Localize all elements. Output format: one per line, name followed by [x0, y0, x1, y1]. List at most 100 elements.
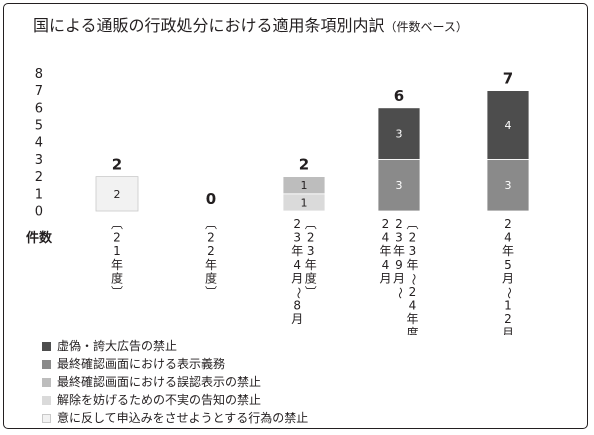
x-tick-label: 2: [113, 231, 121, 245]
legend-swatch: [42, 377, 51, 387]
y-tick-label: 6: [35, 101, 43, 116]
x-tick-label: 〜: [291, 287, 305, 299]
bar-segment-label: 4: [505, 119, 512, 132]
legend-item: 最終確認画面における表示義務: [42, 355, 308, 373]
x-tick-label: 年: [406, 258, 418, 272]
title-text: 国による通販の行政処分における適用条項別内訳: [33, 16, 385, 35]
x-tick-label: 4: [382, 231, 390, 245]
x-tick-label: 3: [293, 231, 301, 245]
bar-segment: [282, 176, 326, 195]
x-tick-label: 2: [504, 312, 512, 326]
legend-label: 解除を妨げるための不実の告知の禁止: [57, 393, 262, 407]
bar-total-label: 0: [206, 190, 216, 208]
legend-swatch: [42, 341, 51, 351]
legend-label: 最終確認画面における表示義務: [57, 357, 226, 371]
x-tick-label: 2: [382, 217, 390, 231]
x-tick-label: 月: [291, 271, 303, 285]
x-tick-label: 2: [504, 217, 512, 231]
legend-label: 意に反して申込みをさせようとする行為の禁止: [57, 411, 309, 425]
bar-segment-label: 1: [301, 196, 308, 209]
x-tick-label: 度: [305, 270, 317, 285]
legend-swatch: [42, 413, 51, 423]
bar-segment: [486, 90, 530, 160]
x-tick-label: 4: [382, 258, 390, 272]
y-tick-label: 8: [35, 67, 43, 82]
x-tick-label: 年: [379, 244, 391, 258]
bar-segment: [95, 176, 139, 212]
bar-segment-label: 3: [396, 128, 403, 141]
x-tick-label: ︹: [111, 217, 123, 231]
x-tick-label: 8: [293, 299, 301, 313]
x-tick-label: 年: [406, 312, 418, 326]
bar-segment-label: 2: [114, 188, 121, 201]
x-tick-label: 5: [504, 258, 512, 272]
bar-total-label: 2: [112, 156, 122, 174]
x-tick-label: ︺: [205, 285, 217, 299]
bar-segment-label: 1: [301, 179, 308, 192]
legend-item: 虚偽・誇大広告の禁止: [42, 337, 308, 355]
legend-item: 解除を妨げるための不実の告知の禁止: [42, 391, 308, 409]
x-tick-label: 2: [307, 231, 315, 245]
x-tick-label: 年: [502, 244, 514, 258]
x-tick-label: 2: [207, 231, 215, 245]
x-tick-label: 〜: [502, 287, 516, 299]
x-tick-label: ︺: [305, 285, 317, 299]
legend-label: 虚偽・誇大広告の禁止: [57, 339, 178, 353]
x-tick-label: 1: [504, 299, 512, 313]
x-tick-label: 2: [409, 231, 417, 245]
x-tick-label: 2: [207, 244, 215, 258]
bar-segment-label: 3: [505, 179, 512, 192]
x-tick-label: 3: [409, 244, 417, 258]
x-tick-label: 月: [502, 271, 514, 285]
bar-segment-label: 3: [396, 179, 403, 192]
x-tick-label: 年: [111, 258, 123, 272]
legend-item: 最終確認画面における誤認表示の禁止: [42, 373, 308, 391]
x-tick-label: ︹: [305, 217, 317, 231]
legend-item: 意に反して申込みをさせようとする行為の禁止: [42, 409, 308, 427]
bar-total-label: 7: [503, 70, 513, 88]
x-tick-label: 月: [379, 271, 391, 285]
x-tick-label: 月: [291, 312, 303, 326]
chart-frame: [3, 3, 588, 429]
y-tick-label: 2: [35, 170, 43, 185]
legend-swatch: [42, 395, 51, 405]
bar-total-label: 2: [299, 156, 309, 174]
x-tick-label: 4: [293, 258, 301, 272]
x-tick-label: 1: [113, 244, 121, 258]
y-tick-label: 4: [35, 136, 43, 151]
subtitle-text: （件数ベース）: [384, 20, 468, 34]
legend-label: 最終確認画面における誤認表示の禁止: [57, 375, 262, 389]
chart-title: 国による通販の行政処分における適用条項別内訳（件数ベース）: [33, 12, 468, 36]
y-axis-label: 件数: [26, 230, 53, 246]
x-tick-label: 3: [395, 231, 403, 245]
x-tick-label: 2: [395, 217, 403, 231]
x-tick-label: 3: [307, 244, 315, 258]
x-tick-label: 4: [504, 231, 512, 245]
x-tick-label: 度: [406, 325, 418, 335]
x-tick-label: 年: [305, 258, 317, 272]
y-tick-label: 1: [35, 187, 43, 202]
x-tick-label: ︺: [111, 285, 123, 299]
x-tick-label: 9: [395, 258, 403, 272]
x-tick-label: 〜: [407, 273, 421, 285]
x-tick-label: 度: [205, 270, 217, 285]
y-tick-label: 3: [35, 153, 43, 168]
y-tick-label: 7: [35, 84, 43, 99]
x-tick-label: 月: [393, 271, 405, 285]
bar-segment: [377, 107, 421, 160]
x-tick-label: 年: [205, 258, 217, 272]
legend: 虚偽・誇大広告の禁止最終確認画面における表示義務最終確認画面における誤認表示の禁…: [42, 337, 308, 427]
bar-total-label: 6: [394, 87, 404, 105]
y-tick-label: 5: [35, 119, 43, 134]
x-tick-label: 度: [111, 270, 123, 285]
legend-swatch: [42, 359, 51, 369]
x-tick-label: ︹: [406, 217, 418, 231]
x-tick-label: ︹: [205, 217, 217, 231]
x-tick-label: 2: [293, 217, 301, 231]
y-tick-label: 0: [35, 205, 43, 220]
x-tick-label: 〜: [393, 287, 407, 299]
x-tick-label: 2: [409, 285, 417, 299]
x-tick-label: 年: [393, 244, 405, 258]
x-tick-label: 月: [502, 326, 514, 335]
x-tick-label: 年: [291, 244, 303, 258]
